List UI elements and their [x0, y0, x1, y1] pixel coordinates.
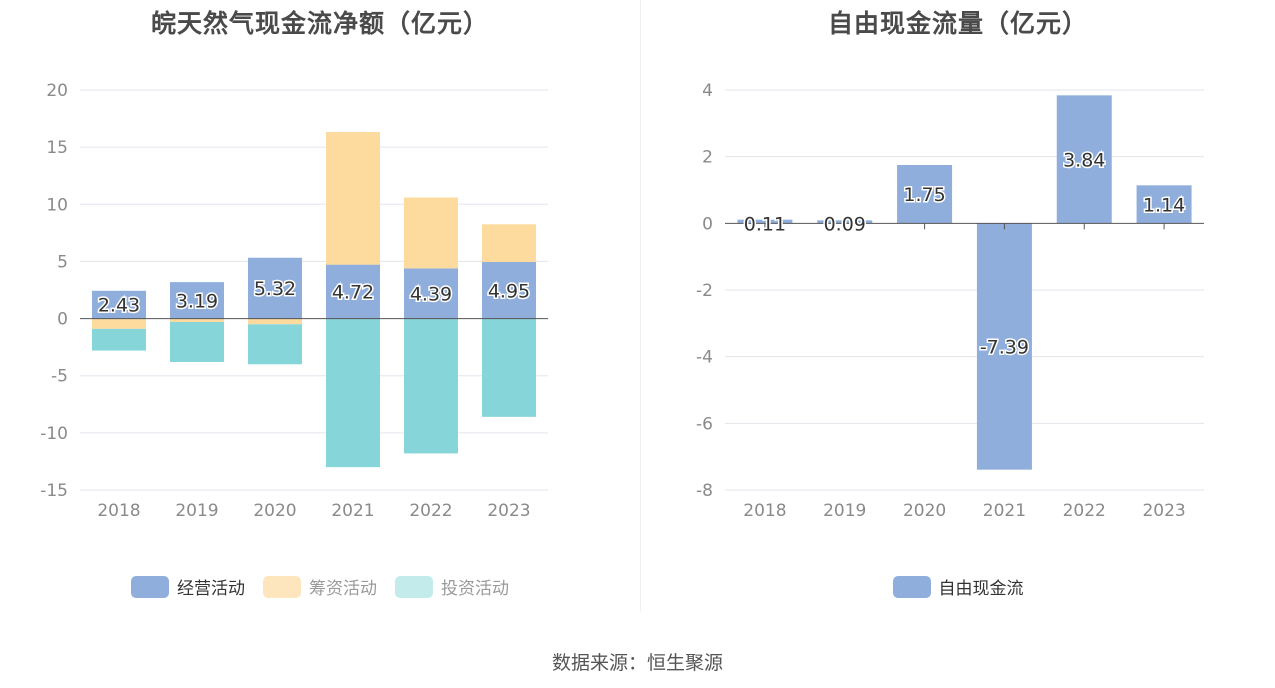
- x-tick-label: 2018: [97, 501, 140, 521]
- bar-2023: [1136, 185, 1192, 224]
- data-source-note: 数据来源：恒生聚源: [551, 652, 723, 674]
- bar-2-2021: [326, 318, 380, 468]
- bar-2-2019: [170, 322, 224, 362]
- x-tick-label: 2022: [1063, 501, 1106, 521]
- y-tick-label: -4: [696, 348, 713, 368]
- data-label: 0.11: [744, 213, 786, 235]
- panel-divider: [640, 0, 641, 612]
- y-tick-label: 4: [702, 81, 713, 101]
- y-tick-label: 0: [702, 214, 713, 234]
- bar-2021: [976, 223, 1032, 470]
- data-label: 3.19: [176, 290, 218, 312]
- free-cash-flow-chart-title: 自由现金流量（亿元）: [827, 9, 1088, 38]
- y-tick-label: 0: [57, 310, 68, 330]
- x-tick-label: 2021: [331, 501, 374, 521]
- bar-2022: [1056, 95, 1112, 224]
- x-tick-label: 2020: [903, 501, 946, 521]
- y-tick-label: -10: [40, 424, 68, 444]
- bar-0-2022: [404, 268, 458, 319]
- y-tick-label: -6: [696, 414, 713, 434]
- x-tick-label: 2021: [983, 501, 1026, 521]
- legend-label-operating: 经营活动: [177, 579, 245, 599]
- legend-item-investing[interactable]: 投资活动: [395, 574, 509, 599]
- data-label: 4.72: [332, 282, 374, 304]
- data-label: 0.09: [824, 213, 866, 235]
- y-tick-label: 15: [46, 138, 68, 158]
- data-label: 1.75: [903, 184, 945, 206]
- legend-swatch-financing: [263, 575, 301, 598]
- legend-swatch-fcf: [892, 575, 931, 598]
- legend-label-financing: 筹资活动: [309, 579, 377, 599]
- x-tick-label: 2022: [409, 501, 452, 521]
- bar-1-2023: [482, 224, 536, 262]
- bar-0-2019: [170, 282, 224, 319]
- legend-item-operating[interactable]: 经营活动: [131, 574, 245, 599]
- data-label: 4.95: [488, 280, 530, 302]
- legend-label-investing: 投资活动: [441, 579, 509, 599]
- bar-1-2018: [92, 318, 146, 329]
- bar-2-2022: [404, 318, 458, 454]
- y-tick-label: -15: [40, 481, 68, 501]
- bar-2-2018: [92, 328, 146, 351]
- data-label: 5.32: [254, 278, 296, 300]
- legend-item-fcf[interactable]: 自由现金流: [892, 574, 1024, 599]
- y-tick-label: 2: [702, 148, 713, 168]
- free-cash-flow-chart-panel: 自由现金流量（亿元） 4 2 0 -2 -4 -6 -8 2018 2019 2020 2021 20…: [641, 0, 1275, 620]
- cash-flow-chart-title: 皖天然气现金流净额（亿元）: [150, 9, 489, 38]
- x-tick-label: 2019: [823, 501, 866, 521]
- bar-1-2021: [326, 132, 380, 265]
- bar-1-2022: [404, 197, 458, 269]
- x-tick-label: 2019: [175, 501, 218, 521]
- cash-flow-chart-panel: 皖天然气现金流净额（亿元） 20 15 10 5 0 -5 -10 -15 2018 2019 20…: [0, 0, 640, 620]
- y-tick-label: -2: [696, 281, 713, 301]
- free-cash-flow-chart-plot: 4 2 0 -2 -4 -6 -8 2018 2019 2020 2021 2022 2023 0.11 0…: [696, 81, 1204, 521]
- legend-swatch-investing: [395, 575, 433, 598]
- legend-swatch-operating: [131, 575, 169, 598]
- x-tick-label: 2020: [253, 501, 296, 521]
- bar-2-2023: [482, 318, 536, 417]
- cash-flow-chart-plot: 20 15 10 5 0 -5 -10 -15 2018 2019 2020 2021 2022 2023…: [40, 81, 548, 521]
- data-label: 3.84: [1063, 149, 1105, 171]
- data-label: 4.39: [410, 283, 452, 305]
- bar-0-2023: [482, 262, 536, 319]
- data-label: 2.43: [98, 295, 140, 317]
- cash-flow-legend: 经营活动 筹资活动 投资活动: [0, 574, 640, 599]
- y-tick-label: -5: [51, 367, 68, 387]
- legend-label-fcf: 自由现金流: [938, 579, 1024, 599]
- y-tick-label: 10: [46, 195, 68, 215]
- x-tick-label: 2023: [487, 501, 530, 521]
- y-tick-label: 20: [46, 81, 68, 101]
- bar-0-2021: [326, 264, 380, 319]
- x-tick-label: 2023: [1142, 501, 1185, 521]
- data-label: -7.39: [980, 337, 1029, 359]
- free-cash-flow-legend: 自由现金流: [641, 574, 1275, 599]
- bar-1-2020: [248, 318, 302, 325]
- legend-item-financing[interactable]: 筹资活动: [263, 574, 377, 599]
- x-tick-label: 2018: [743, 501, 786, 521]
- bar-2019: [817, 220, 873, 224]
- bar-1-2019: [170, 318, 224, 322]
- y-tick-label: -8: [696, 481, 713, 501]
- y-tick-label: 5: [57, 252, 68, 272]
- bar-2-2020: [248, 324, 302, 365]
- bar-2018: [737, 219, 793, 224]
- data-label: 1.14: [1143, 194, 1185, 216]
- bar-0-2020: [248, 257, 302, 319]
- bar-2020: [897, 165, 953, 224]
- bar-0-2018: [92, 290, 146, 319]
